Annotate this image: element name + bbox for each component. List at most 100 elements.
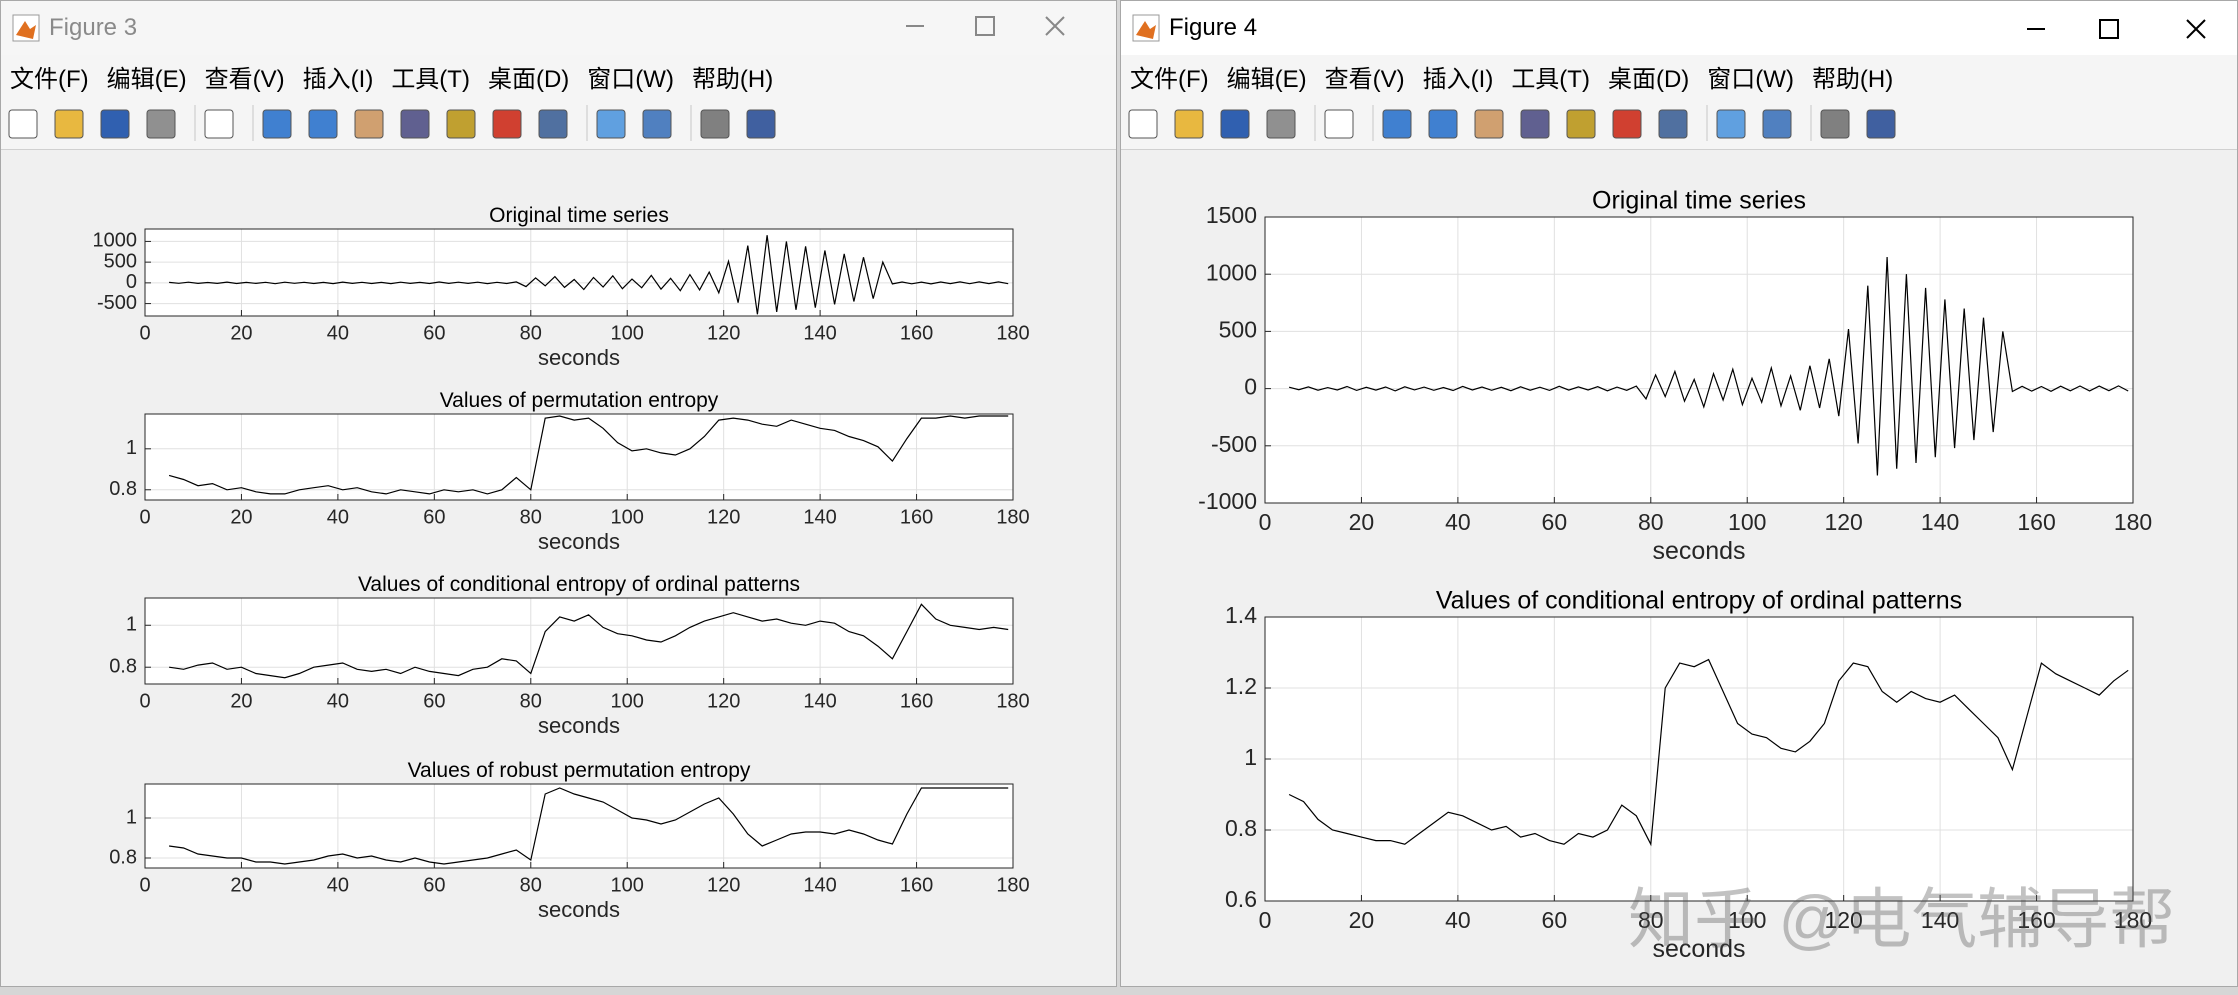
y-tick-label: 1500 xyxy=(1206,202,1257,228)
x-tick-label: 40 xyxy=(1445,907,1471,933)
menu-item[interactable]: 查看(V) xyxy=(204,65,285,93)
x-tick-label: 0 xyxy=(139,322,150,344)
figure-window[interactable]: Figure 4 文件(F) 编辑(E) 查看(V) 插入(I) 工具(T) 桌面(D) 窗… xyxy=(1120,0,2238,987)
menu-item[interactable]: 编辑(E) xyxy=(106,65,187,93)
toolbar-button[interactable] xyxy=(1566,109,1596,139)
toolbar-button[interactable] xyxy=(100,109,130,139)
menu-item[interactable]: 帮助(H) xyxy=(691,65,774,93)
toolbar-button[interactable] xyxy=(1762,109,1792,139)
menu-item[interactable]: 工具(T) xyxy=(391,65,470,93)
toolbar-button[interactable] xyxy=(308,109,338,139)
menu-item[interactable]: 窗口(W) xyxy=(587,65,674,93)
toolbar-button[interactable] xyxy=(1612,109,1642,139)
x-tick-label: 80 xyxy=(520,690,542,712)
toolbar-button[interactable] xyxy=(1658,109,1688,139)
x-tick-label: 100 xyxy=(1728,509,1766,535)
toolbar-button[interactable] xyxy=(204,109,234,139)
axes-box xyxy=(144,783,1014,869)
plot-area: 0 20 40 60 80 100 120 140 160 180-50005001000Orig… xyxy=(93,204,1030,922)
y-tick-label: 1000 xyxy=(1206,259,1257,285)
toolbar-button[interactable] xyxy=(1220,109,1250,139)
y-tick-label: 0.8 xyxy=(109,846,137,868)
chart-title: Values of permutation entropy xyxy=(440,389,719,412)
x-axis-label: seconds xyxy=(538,529,620,554)
menu-item[interactable]: 文件(F) xyxy=(10,65,89,93)
title-bar: Figure 4 xyxy=(1121,1,2237,55)
toolbar-button[interactable] xyxy=(746,109,776,139)
x-tick-label: 160 xyxy=(900,506,933,528)
x-tick-label: 20 xyxy=(230,322,252,344)
toolbar-button[interactable] xyxy=(596,109,626,139)
menu-item[interactable]: 窗口(W) xyxy=(1707,65,1794,93)
x-tick-label: 80 xyxy=(520,506,542,528)
x-tick-label: 100 xyxy=(611,322,644,344)
figure-window[interactable]: Figure 3 文件(F) 编辑(E) 查看(V) 插入(I) 工具(T) 桌面(D) 窗… xyxy=(0,0,1117,987)
axes-background xyxy=(145,414,1013,500)
x-tick-label: 120 xyxy=(707,322,740,344)
x-tick-label: 60 xyxy=(1542,509,1568,535)
toolbar-button[interactable] xyxy=(492,109,522,139)
y-tick-label: 1.2 xyxy=(1225,673,1257,699)
axes-box xyxy=(144,597,1014,685)
toolbar-button[interactable] xyxy=(446,109,476,139)
y-tick-label: 500 xyxy=(1219,316,1257,342)
x-tick-label: 160 xyxy=(2017,509,2055,535)
plot-area: 0 20 40 60 80 100 120 140 160 180-1000-5000500100… xyxy=(1198,187,2152,963)
axes: 0 20 40 60 80 100 120 140 160 180 0.6 0.8 1 1.2 1.4 Val… xyxy=(1225,587,2152,963)
y-tick-label: 1 xyxy=(1244,744,1257,770)
toolbar xyxy=(1,97,1116,150)
toolbar-button[interactable] xyxy=(1866,109,1896,139)
toolbar-icons xyxy=(1128,105,1896,141)
toolbar-button[interactable] xyxy=(8,109,38,139)
toolbar-button[interactable] xyxy=(1324,109,1354,139)
toolbar-button[interactable] xyxy=(1174,109,1204,139)
series-line xyxy=(169,603,1009,679)
axes-box xyxy=(1264,216,2134,504)
axes: 0 20 40 60 80 100 120 140 160 180 0.8 1 Values of ro… xyxy=(109,759,1030,922)
toolbar-button[interactable] xyxy=(1428,109,1458,139)
x-tick-label: 140 xyxy=(803,506,836,528)
toolbar-icons xyxy=(8,105,776,141)
x-axis-label: seconds xyxy=(1652,537,1745,565)
menu-item[interactable]: 查看(V) xyxy=(1324,65,1405,93)
window-title: Figure 3 xyxy=(49,14,138,41)
menu-item[interactable]: 文件(F) xyxy=(1130,65,1209,93)
toolbar-button[interactable] xyxy=(400,109,430,139)
toolbar-button[interactable] xyxy=(1716,109,1746,139)
series-line xyxy=(169,787,1009,865)
x-tick-label: 60 xyxy=(1542,907,1568,933)
window-controls[interactable] xyxy=(2007,1,2237,55)
toolbar-button[interactable] xyxy=(146,109,176,139)
toolbar-button[interactable] xyxy=(700,109,730,139)
toolbar xyxy=(1121,97,2237,150)
series-line xyxy=(1288,256,2129,476)
toolbar-button[interactable] xyxy=(1128,109,1158,139)
x-tick-label: 60 xyxy=(423,506,445,528)
toolbar-button[interactable] xyxy=(54,109,84,139)
toolbar-button[interactable] xyxy=(642,109,672,139)
axes-background xyxy=(145,229,1013,316)
toolbar-button[interactable] xyxy=(538,109,568,139)
menu-item[interactable]: 桌面(D) xyxy=(1607,65,1690,93)
menu-item[interactable]: 工具(T) xyxy=(1511,65,1590,93)
window-title: Figure 4 xyxy=(1169,14,1258,41)
x-tick-label: 40 xyxy=(327,506,349,528)
menu-item[interactable]: 编辑(E) xyxy=(1226,65,1307,93)
window-controls[interactable] xyxy=(886,1,1116,55)
axes: 0 20 40 60 80 100 120 140 160 180 -1000 -500 0 500 100… xyxy=(1198,187,2152,565)
toolbar-button[interactable] xyxy=(1382,109,1412,139)
toolbar-button[interactable] xyxy=(1520,109,1550,139)
x-axis-label: seconds xyxy=(1652,935,1745,963)
menu-item[interactable]: 插入(I) xyxy=(302,65,374,93)
axes: 0 20 40 60 80 100 120 140 160 180 0.8 1 Values of co… xyxy=(109,573,1030,738)
toolbar-button[interactable] xyxy=(262,109,292,139)
chart-title: Original time series xyxy=(1592,187,1806,215)
menu-item[interactable]: 桌面(D) xyxy=(487,65,570,93)
toolbar-button[interactable] xyxy=(354,109,384,139)
menu-bar: 文件(F) 编辑(E) 查看(V) 插入(I) 工具(T) 桌面(D) 窗口(W) 帮助(H) xyxy=(1121,55,2237,97)
toolbar-button[interactable] xyxy=(1474,109,1504,139)
toolbar-button[interactable] xyxy=(1820,109,1850,139)
menu-item[interactable]: 帮助(H) xyxy=(1811,65,1894,93)
menu-item[interactable]: 插入(I) xyxy=(1422,65,1494,93)
toolbar-button[interactable] xyxy=(1266,109,1296,139)
